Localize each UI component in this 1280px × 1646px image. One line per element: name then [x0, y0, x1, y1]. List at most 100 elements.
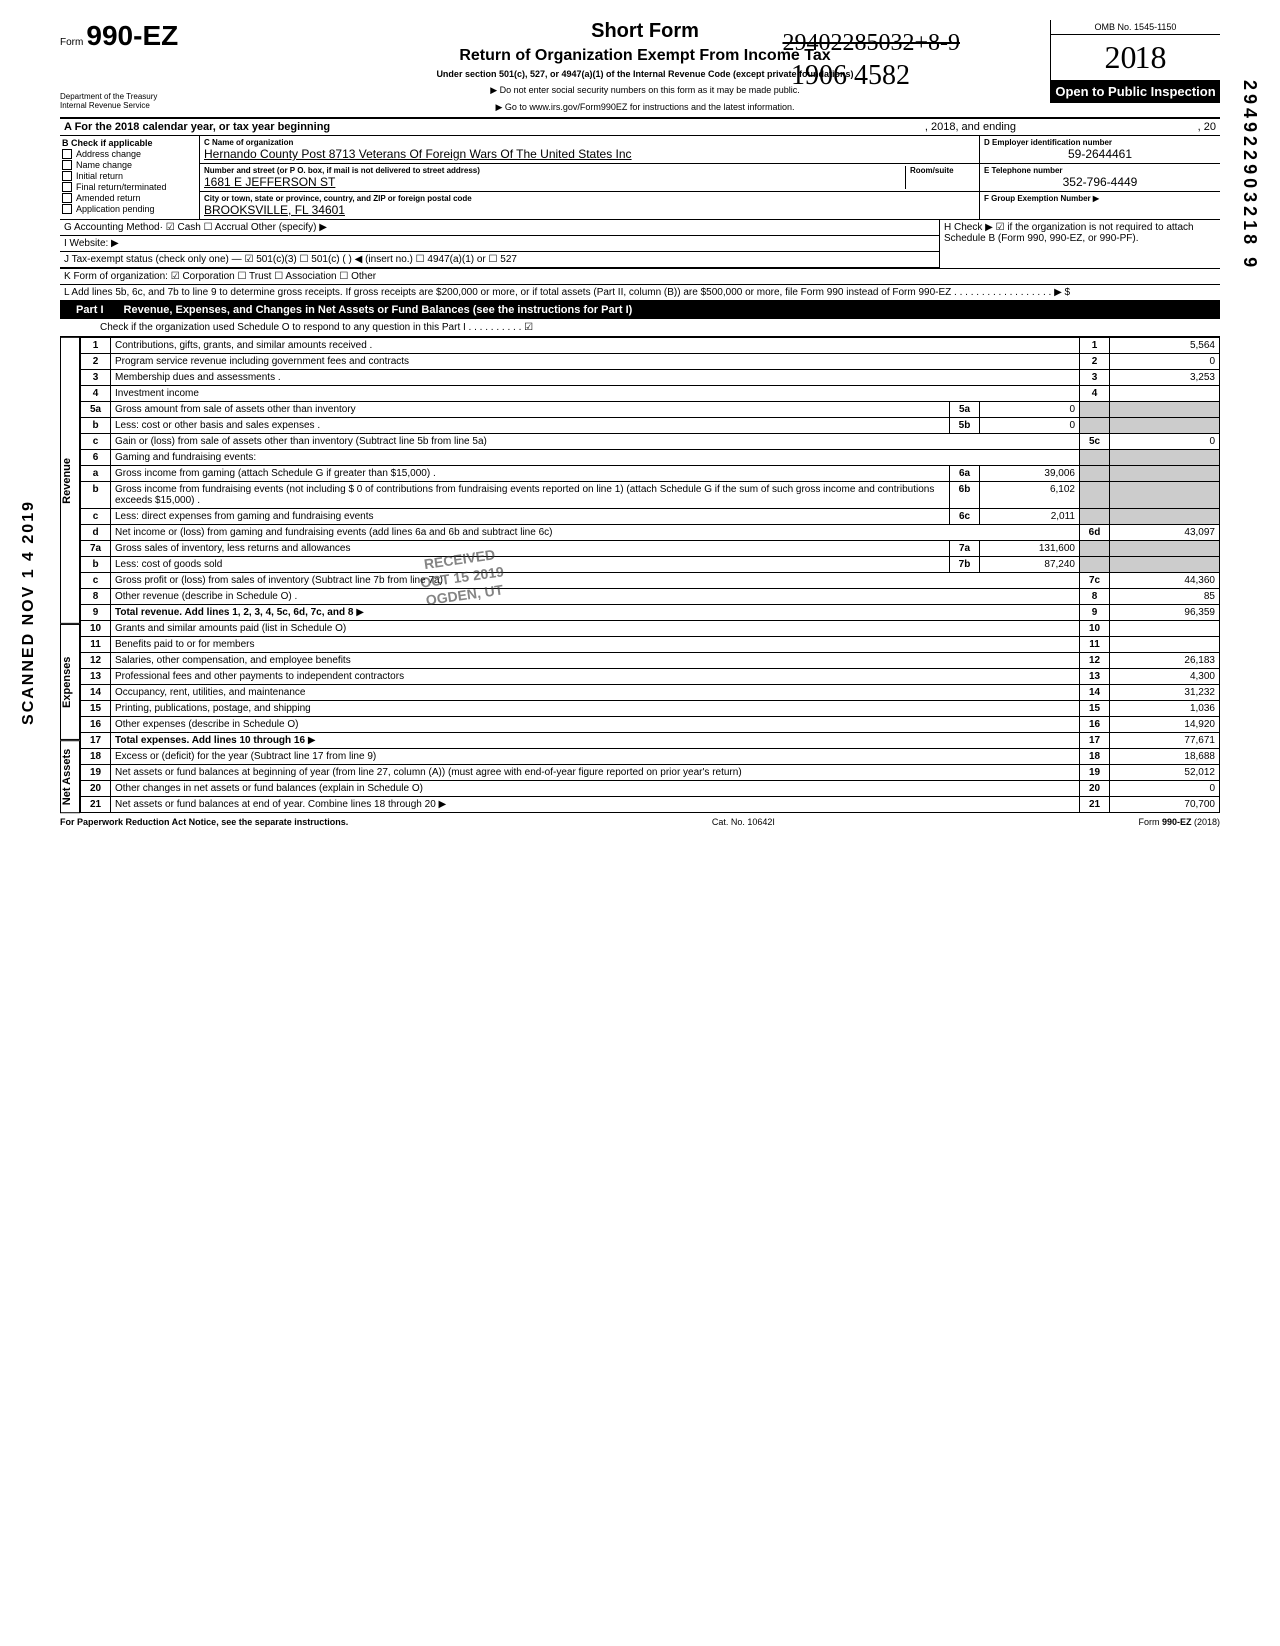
line-19: 19Net assets or fund balances at beginni… [81, 765, 1220, 781]
form-prefix: Form [60, 37, 83, 48]
cb-name-label: Name change [76, 160, 132, 170]
row-k: K Form of organization: ☑ Corporation ☐ … [60, 269, 1220, 285]
expenses-label: Expenses [60, 624, 80, 740]
line-4: 4Investment income4 [81, 386, 1220, 402]
line-1: 1Contributions, gifts, grants, and simil… [81, 338, 1220, 354]
footer-left: For Paperwork Reduction Act Notice, see … [60, 817, 348, 827]
col-b-label: B Check if applicable [62, 138, 197, 148]
line-6a: aGross income from gaming (attach Schedu… [81, 466, 1220, 482]
line-13: 13Professional fees and other payments t… [81, 669, 1220, 685]
cb-pending[interactable] [62, 204, 72, 214]
handwriting-crossed: 29402285032+8-9 [782, 30, 960, 57]
line-14: 14Occupancy, rent, utilities, and mainte… [81, 685, 1220, 701]
col-de: D Employer identification number 59-2644… [980, 136, 1220, 219]
part1-check: Check if the organization used Schedule … [60, 319, 1220, 337]
phone-label: E Telephone number [984, 166, 1216, 175]
line-12: 12Salaries, other compensation, and empl… [81, 653, 1220, 669]
part1-label: Part I [66, 304, 114, 316]
city-label: City or town, state or province, country… [204, 194, 975, 203]
omb-number: OMB No. 1545-1150 [1051, 20, 1220, 35]
cb-initial[interactable] [62, 171, 72, 181]
addr-label: Number and street (or P O. box, if mail … [204, 166, 905, 175]
city-value: BROOKSVILLE, FL 34601 [204, 203, 975, 217]
col-b: B Check if applicable Address change Nam… [60, 136, 200, 219]
cb-final[interactable] [62, 182, 72, 192]
row-a: A For the 2018 calendar year, or tax yea… [60, 119, 1220, 136]
received-stamp: RECEIVED OCT 15 2019 OGDEN, UT [417, 544, 508, 610]
part1-body: Revenue Expenses Net Assets 1Contributio… [60, 337, 1220, 813]
line-20: 20Other changes in net assets or fund ba… [81, 781, 1220, 797]
cb-pending-label: Application pending [76, 204, 155, 214]
scanned-stamp: SCANNED NOV 1 4 2019 [20, 500, 38, 725]
line-15: 15Printing, publications, postage, and s… [81, 701, 1220, 717]
line-5c: cGain or (loss) from sale of assets othe… [81, 434, 1220, 450]
col-c: C Name of organization Hernando County P… [200, 136, 980, 219]
revenue-label: Revenue [60, 337, 80, 624]
line-5b: bLess: cost or other basis and sales exp… [81, 418, 1220, 434]
form-number: 990-EZ [86, 20, 178, 51]
line-8: 8Other revenue (describe in Schedule O) … [81, 589, 1220, 605]
phone-value: 352-796-4449 [984, 175, 1216, 189]
row-a-mid: , 2018, and ending [921, 119, 1020, 135]
line-2: 2Program service revenue including gover… [81, 354, 1220, 370]
room-label: Room/suite [910, 166, 975, 175]
row-i: I Website: ▶ [60, 236, 939, 252]
cb-address-label: Address change [76, 149, 141, 159]
row-j: J Tax-exempt status (check only one) — ☑… [60, 252, 939, 268]
section-bcdef: B Check if applicable Address change Nam… [60, 136, 1220, 220]
line-21: 21Net assets or fund balances at end of … [81, 797, 1220, 813]
footer-mid: Cat. No. 10642I [712, 817, 775, 827]
cb-amended-label: Amended return [76, 193, 141, 203]
header-right: OMB No. 1545-1150 2018 Open to Public In… [1050, 20, 1220, 103]
org-name-value: Hernando County Post 8713 Veterans Of Fo… [204, 147, 975, 161]
cb-name[interactable] [62, 160, 72, 170]
instruction-1: ▶ Do not enter social security numbers o… [250, 85, 1040, 96]
dept-1: Department of the Treasury [60, 92, 240, 101]
line-17: 17Total expenses. Add lines 10 through 1… [81, 733, 1220, 749]
line-10: 10Grants and similar amounts paid (list … [81, 621, 1220, 637]
handwriting-below: 1906 4582 [791, 60, 910, 92]
subtitle: Under section 501(c), 527, or 4947(a)(1)… [250, 69, 1040, 79]
org-name-label: C Name of organization [204, 138, 975, 147]
cb-final-label: Final return/terminated [76, 182, 167, 192]
dept-2: Internal Revenue Service [60, 101, 240, 110]
ein-label: D Employer identification number [984, 138, 1216, 147]
part1-title: Revenue, Expenses, and Changes in Net As… [124, 304, 633, 316]
group-exemption-label: F Group Exemption Number ▶ [984, 194, 1216, 203]
form-page: 29402285032+8-9 1906 4582 294922903218 9… [60, 20, 1220, 827]
row-a-end: , 20 [1020, 119, 1220, 135]
line-6c: cLess: direct expenses from gaming and f… [81, 509, 1220, 525]
line-3: 3Membership dues and assessments .33,253 [81, 370, 1220, 386]
lines-table: 1Contributions, gifts, grants, and simil… [80, 337, 1220, 813]
row-a-label: A For the 2018 calendar year, or tax yea… [64, 121, 330, 133]
cb-initial-label: Initial return [76, 171, 123, 181]
netassets-label: Net Assets [60, 740, 80, 813]
tax-year: 2018 [1051, 35, 1220, 80]
line-6d: dNet income or (loss) from gaming and fu… [81, 525, 1220, 541]
row-h: H Check ▶ ☑ if the organization is not r… [940, 220, 1220, 268]
addr-value: 1681 E JEFFERSON ST [204, 175, 905, 189]
line-16: 16Other expenses (describe in Schedule O… [81, 717, 1220, 733]
line-6b: bGross income from fundraising events (n… [81, 482, 1220, 509]
line-11: 11Benefits paid to or for members11 [81, 637, 1220, 653]
footer-right: Form 990-EZ (2018) [1138, 817, 1220, 827]
form-label-block: Form 990-EZ Department of the Treasury I… [60, 20, 240, 110]
line-18: 18Excess or (deficit) for the year (Subt… [81, 749, 1220, 765]
cb-address[interactable] [62, 149, 72, 159]
instruction-2: ▶ Go to www.irs.gov/Form990EZ for instru… [250, 102, 1040, 113]
line-7c: cGross profit or (loss) from sales of in… [81, 573, 1220, 589]
ein-value: 59-2644461 [984, 147, 1216, 161]
row-l: L Add lines 5b, 6c, and 7b to line 9 to … [60, 285, 1220, 301]
side-number: 294922903218 9 [1239, 80, 1260, 271]
cb-amended[interactable] [62, 193, 72, 203]
line-7a: 7aGross sales of inventory, less returns… [81, 541, 1220, 557]
line-5a: 5aGross amount from sale of assets other… [81, 402, 1220, 418]
form-header: Form 990-EZ Department of the Treasury I… [60, 20, 1220, 119]
page-footer: For Paperwork Reduction Act Notice, see … [60, 813, 1220, 827]
line-9: 9Total revenue. Add lines 1, 2, 3, 4, 5c… [81, 605, 1220, 621]
line-7b: bLess: cost of goods sold7b87,240 [81, 557, 1220, 573]
part1-header: Part I Revenue, Expenses, and Changes in… [60, 301, 1220, 319]
row-g: G Accounting Method· ☑ Cash ☐ Accrual Ot… [60, 220, 939, 236]
line-6: 6Gaming and fundraising events: [81, 450, 1220, 466]
open-public: Open to Public Inspection [1051, 80, 1220, 103]
